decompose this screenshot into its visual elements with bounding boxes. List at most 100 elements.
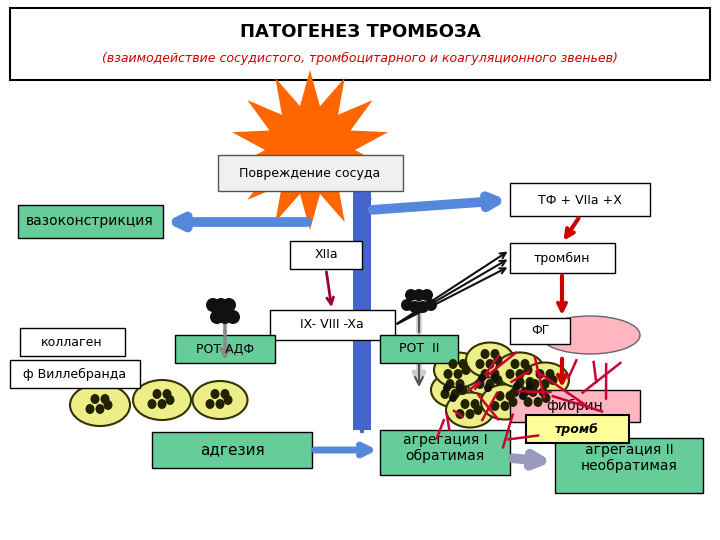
Ellipse shape bbox=[521, 359, 529, 369]
Ellipse shape bbox=[475, 359, 485, 369]
Ellipse shape bbox=[220, 389, 230, 399]
Ellipse shape bbox=[493, 375, 503, 385]
Ellipse shape bbox=[163, 389, 171, 399]
Ellipse shape bbox=[462, 365, 470, 375]
Ellipse shape bbox=[466, 342, 514, 377]
Ellipse shape bbox=[86, 404, 94, 414]
Ellipse shape bbox=[441, 389, 449, 399]
Circle shape bbox=[526, 382, 534, 390]
Text: (взаимодействие сосудистого, тромбоцитарного и коагуляционного звеньев): (взаимодействие сосудистого, тромбоцитар… bbox=[102, 51, 618, 65]
Bar bbox=[510, 390, 640, 422]
Bar bbox=[353, 175, 371, 430]
Ellipse shape bbox=[461, 399, 469, 409]
Text: РОТ АДФ: РОТ АДФ bbox=[196, 342, 254, 355]
Circle shape bbox=[413, 289, 425, 301]
Ellipse shape bbox=[446, 393, 494, 428]
Ellipse shape bbox=[466, 362, 514, 397]
Ellipse shape bbox=[531, 379, 539, 389]
Text: ф Виллебранда: ф Виллебранда bbox=[24, 367, 127, 381]
Text: Повреждение сосуда: Повреждение сосуда bbox=[239, 166, 381, 179]
Ellipse shape bbox=[546, 369, 554, 379]
Ellipse shape bbox=[516, 377, 524, 387]
Bar bbox=[510, 243, 615, 273]
Bar bbox=[380, 335, 458, 363]
Ellipse shape bbox=[215, 399, 225, 409]
Ellipse shape bbox=[431, 373, 479, 408]
Bar bbox=[270, 310, 395, 340]
Text: адгезия: адгезия bbox=[199, 442, 264, 457]
Circle shape bbox=[206, 298, 220, 312]
Ellipse shape bbox=[505, 391, 515, 401]
Circle shape bbox=[456, 384, 464, 392]
Text: агрегация I
обратимая: агрегация I обратимая bbox=[402, 433, 487, 463]
Ellipse shape bbox=[541, 379, 549, 389]
Bar bbox=[218, 155, 403, 191]
Circle shape bbox=[491, 374, 499, 382]
Bar bbox=[555, 438, 703, 493]
Bar bbox=[510, 318, 570, 344]
Ellipse shape bbox=[510, 359, 520, 369]
Bar bbox=[290, 241, 362, 269]
Ellipse shape bbox=[459, 359, 467, 369]
Circle shape bbox=[222, 298, 236, 312]
Ellipse shape bbox=[454, 369, 462, 379]
Ellipse shape bbox=[434, 353, 482, 388]
Circle shape bbox=[417, 301, 429, 313]
Ellipse shape bbox=[490, 349, 500, 359]
Ellipse shape bbox=[96, 404, 104, 414]
Ellipse shape bbox=[523, 397, 533, 407]
Ellipse shape bbox=[133, 380, 191, 420]
Ellipse shape bbox=[521, 362, 569, 397]
Ellipse shape bbox=[451, 389, 459, 399]
Ellipse shape bbox=[210, 389, 220, 399]
Circle shape bbox=[214, 298, 228, 312]
Circle shape bbox=[226, 310, 240, 324]
Ellipse shape bbox=[158, 399, 166, 409]
Bar bbox=[10, 360, 140, 388]
Ellipse shape bbox=[474, 405, 482, 415]
Ellipse shape bbox=[523, 365, 533, 375]
Ellipse shape bbox=[514, 381, 562, 415]
Bar bbox=[18, 205, 163, 238]
Ellipse shape bbox=[223, 395, 233, 405]
Ellipse shape bbox=[521, 387, 529, 397]
Bar bbox=[10, 8, 710, 80]
Circle shape bbox=[513, 382, 521, 390]
Circle shape bbox=[484, 384, 492, 392]
Ellipse shape bbox=[70, 384, 130, 426]
Ellipse shape bbox=[501, 370, 549, 406]
Ellipse shape bbox=[539, 387, 547, 397]
Ellipse shape bbox=[449, 359, 457, 369]
Circle shape bbox=[210, 310, 224, 324]
Text: вазоконстрикция: вазоконстрикция bbox=[26, 214, 154, 228]
Text: тромб: тромб bbox=[555, 422, 599, 435]
Ellipse shape bbox=[205, 399, 215, 409]
Circle shape bbox=[425, 299, 437, 311]
Ellipse shape bbox=[104, 400, 112, 410]
Bar bbox=[380, 430, 510, 475]
Ellipse shape bbox=[480, 349, 490, 359]
Ellipse shape bbox=[485, 359, 495, 369]
Circle shape bbox=[449, 394, 457, 402]
Ellipse shape bbox=[528, 383, 538, 393]
Ellipse shape bbox=[466, 409, 474, 419]
Bar bbox=[526, 415, 629, 443]
Text: IX- VIII -Xa: IX- VIII -Xa bbox=[300, 319, 364, 332]
Ellipse shape bbox=[540, 316, 640, 354]
Circle shape bbox=[218, 310, 232, 324]
Ellipse shape bbox=[475, 379, 485, 389]
Circle shape bbox=[401, 299, 413, 311]
Circle shape bbox=[519, 392, 527, 400]
Ellipse shape bbox=[493, 355, 503, 365]
Ellipse shape bbox=[505, 369, 515, 379]
Text: ПАТОГЕНЕЗ ТРОМБОЗА: ПАТОГЕНЕЗ ТРОМБОЗА bbox=[240, 23, 480, 41]
Ellipse shape bbox=[510, 387, 520, 397]
Ellipse shape bbox=[516, 369, 524, 379]
Ellipse shape bbox=[480, 369, 490, 379]
Ellipse shape bbox=[456, 379, 464, 389]
Ellipse shape bbox=[541, 393, 551, 403]
Circle shape bbox=[443, 384, 451, 392]
Text: РОТ  II: РОТ II bbox=[399, 342, 439, 355]
Ellipse shape bbox=[192, 381, 248, 419]
Circle shape bbox=[409, 301, 421, 313]
